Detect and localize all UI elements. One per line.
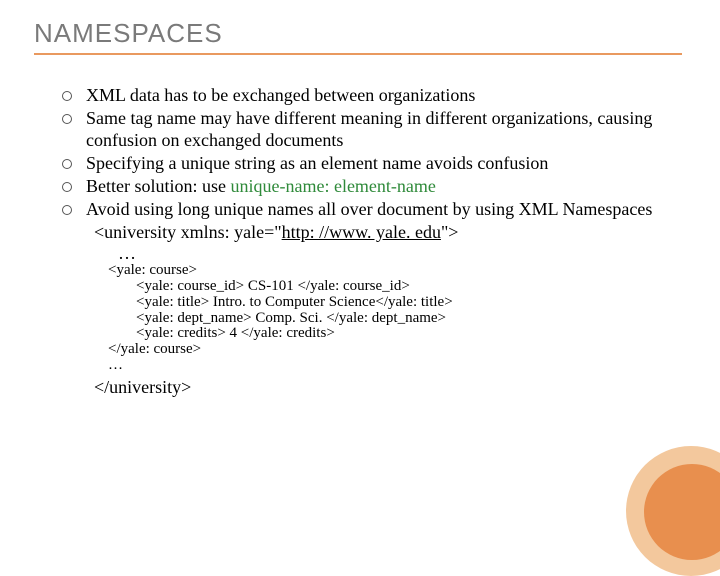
xmlns-link: http: //www. yale. edu <box>282 222 441 242</box>
xml-close-tag: </university> <box>62 377 666 399</box>
code-line: <yale: course> <box>108 262 197 278</box>
code-line: <yale: course_id> CS-101 </yale: course_… <box>108 278 410 294</box>
bullet-item: XML data has to be exchanged between org… <box>62 85 666 107</box>
bullet-list: XML data has to be exchanged between org… <box>62 85 666 221</box>
xmlns-prefix: <university xmlns: yale=" <box>94 222 282 242</box>
bullet-text: Better solution: use <box>86 176 230 196</box>
code-line: <yale: dept_name> Comp. Sci. </yale: dep… <box>108 310 446 326</box>
code-line: <yale: title> Intro. to Computer Science… <box>108 294 453 310</box>
ellipsis: … <box>62 244 666 264</box>
code-line: … <box>108 357 123 373</box>
bullet-highlight: unique-name: element-name <box>230 176 435 196</box>
slide-title: NAMESPACES <box>34 18 686 49</box>
code-line: <yale: credits> 4 </yale: credits> <box>108 325 335 341</box>
bullet-item: Same tag name may have different meaning… <box>62 108 666 152</box>
slide-content: XML data has to be exchanged between org… <box>34 85 686 398</box>
xml-code-block: <yale: course> <yale: course_id> CS-101 … <box>62 263 666 373</box>
xml-open-tag: <university xmlns: yale="http: //www. ya… <box>62 222 666 244</box>
code-line: </yale: course> <box>108 341 201 357</box>
title-rule <box>34 53 682 55</box>
bullet-item: Avoid using long unique names all over d… <box>62 199 666 221</box>
slide: NAMESPACES XML data has to be exchanged … <box>0 0 720 540</box>
xmlns-suffix: "> <box>441 222 459 242</box>
bullet-item: Specifying a unique string as an element… <box>62 153 666 175</box>
bullet-item: Better solution: use unique-name: elemen… <box>62 176 666 198</box>
